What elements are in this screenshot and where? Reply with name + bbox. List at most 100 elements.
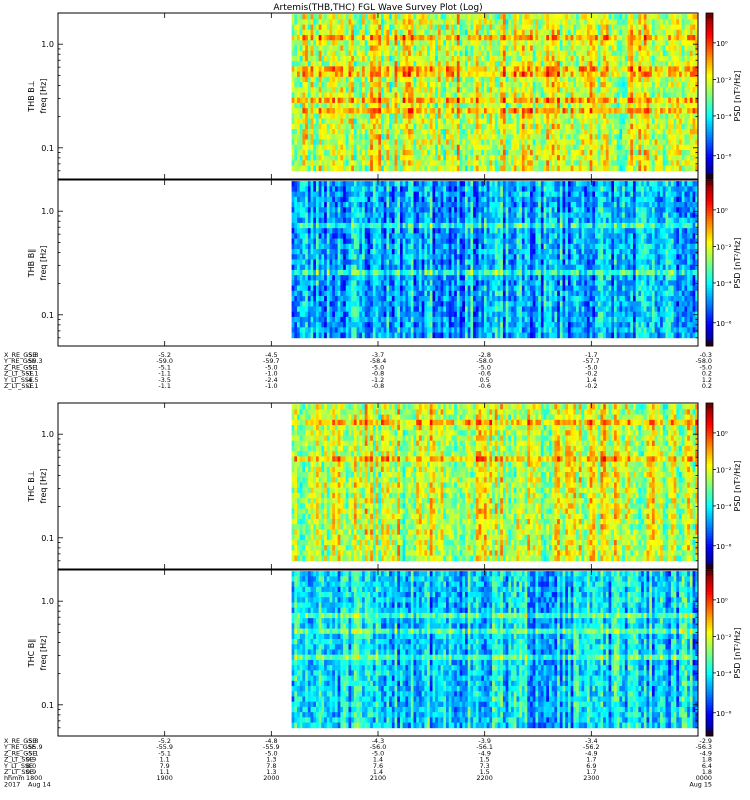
spectrogram-cell [487,145,490,151]
spectrogram-cell [636,45,639,51]
spectrogram-cell [606,145,609,151]
spectrogram-cell [392,150,395,156]
spectrogram-cell [600,139,603,145]
spectrogram-cell [324,19,327,25]
spectrogram-cell [484,66,487,72]
spectrogram-cell [319,45,322,51]
spectrogram-cell [600,45,603,51]
spectrogram-cell [644,108,647,114]
spectrogram-cell [546,77,549,83]
spectrogram-cell [397,87,400,93]
spectrogram-cell [552,134,555,140]
spectrogram-cell [638,145,641,151]
spectrogram-cell [630,108,633,114]
spectrogram-cell [373,14,376,20]
spectrogram-cell [554,103,557,109]
spectrogram-cell [324,186,327,192]
spectrogram-cell [338,150,341,156]
spectrogram-cell [544,35,547,41]
spectrogram-cell [606,160,609,166]
spectrogram-cell [546,25,549,31]
spectrogram-cell [595,139,598,145]
spectrogram-cell [649,87,652,93]
spectrogram-cell [546,14,549,20]
spectrogram-cell [321,82,324,88]
spectrogram-cell [454,92,457,98]
spectrogram-cell [495,82,498,88]
spectrogram-cell [451,56,454,62]
spectrogram-cell [603,103,606,109]
spectrogram-cell [335,35,338,41]
spectrogram-cell [313,192,316,198]
spectrogram-cell [460,98,463,104]
spectrogram-cell [365,166,368,172]
spectrogram-cell [647,134,650,140]
spectrogram-cell [484,82,487,88]
spectrogram-cell [609,150,612,156]
spectrogram-cell [571,98,574,104]
spectrogram-cell [498,166,501,172]
spectrogram-cell [408,134,411,140]
spectrogram-cell [668,139,671,145]
spectrogram-cell [479,19,482,25]
spectrogram-cell [297,66,300,72]
spectrogram-cell [349,134,352,140]
spectrogram-cell [311,40,314,46]
spectrogram-cell [587,124,590,130]
spectrogram-cell [671,56,674,62]
spectrogram-cell [576,35,579,41]
spectrogram-cell [408,66,411,72]
spectrogram-cell [690,87,693,93]
spectrogram-cell [630,124,633,130]
spectrogram-cell [319,19,322,25]
spectrogram-cell [292,139,295,145]
spectrogram-cell [308,25,311,31]
spectrogram-cell [376,61,379,67]
spectrogram-cell [611,72,614,78]
spectrogram-cell [533,40,536,46]
spectrogram-cell [481,92,484,98]
spectrogram-cell [657,72,660,78]
spectrogram-cell [606,124,609,130]
spectrogram-cell [652,150,655,156]
spectrogram-cell [603,134,606,140]
spectrogram-cell [657,45,660,51]
spectrogram-cell [519,98,522,104]
spectrogram-cell [617,61,620,67]
spectrogram-cell [495,14,498,20]
spectrogram-cell [340,56,343,62]
spectrogram-cell [300,239,303,245]
spectrogram-cell [498,155,501,161]
spectrogram-cell [292,166,295,172]
spectrogram-cell [311,124,314,130]
spectrogram-cell [649,166,652,172]
spectrogram-cell [319,197,322,203]
spectrogram-cell [468,30,471,36]
spectrogram-cell [687,92,690,98]
spectrogram-cell [522,103,525,109]
spectrogram-cell [489,35,492,41]
spectrogram-cell [552,87,555,93]
spectrogram-cell [652,98,655,104]
spectrogram-cell [644,40,647,46]
spectrogram-cell [503,51,506,57]
spectrogram-cell [386,155,389,161]
spectrogram-cell [592,14,595,20]
spectrogram-cell [644,77,647,83]
spectrogram-cell [351,35,354,41]
spectrogram-cell [690,124,693,130]
spectrogram-cell [321,119,324,125]
spectrogram-cell [457,45,460,51]
spectrogram-cell [665,82,668,88]
spectrogram-cell [641,66,644,72]
spectrogram-cell [311,92,314,98]
spectrogram-cell [693,45,696,51]
spectrogram-cell [465,139,468,145]
spectrogram-cell [300,259,303,265]
spectrogram-cell [414,14,417,20]
spectrogram-cell [568,98,571,104]
spectrogram-cell [619,103,622,109]
spectrogram-cell [563,87,566,93]
spectrogram-cell [576,92,579,98]
spectrogram-cell [335,134,338,140]
